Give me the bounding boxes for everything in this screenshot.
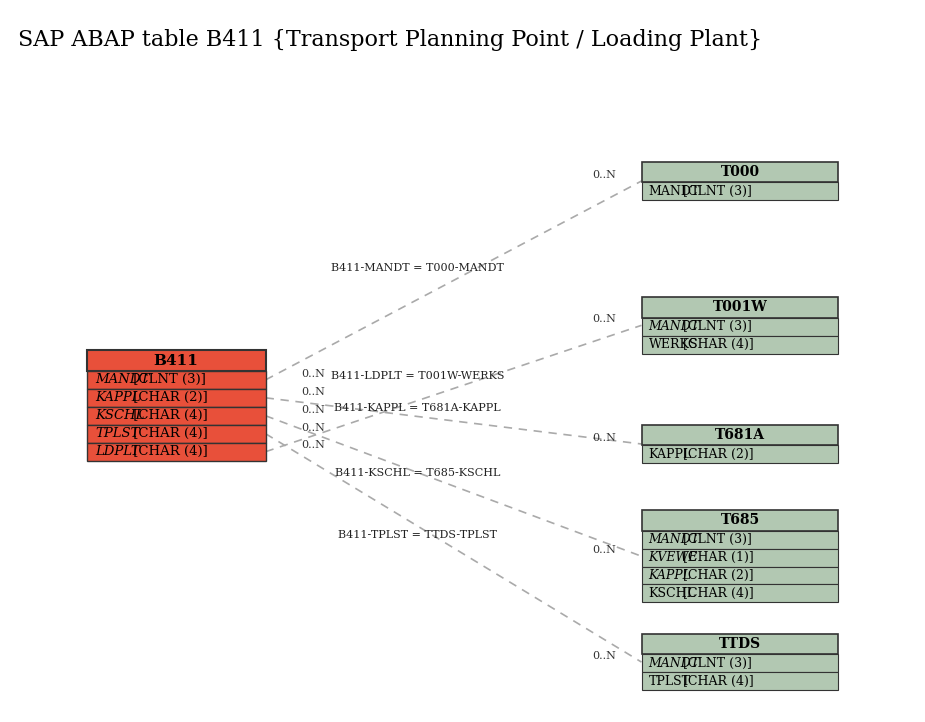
Text: KVEWE: KVEWE	[648, 551, 698, 564]
Text: 0..N: 0..N	[592, 170, 616, 180]
FancyBboxPatch shape	[87, 350, 265, 371]
Text: LDPLT: LDPLT	[95, 445, 141, 458]
FancyBboxPatch shape	[642, 336, 838, 354]
FancyBboxPatch shape	[87, 425, 265, 443]
FancyBboxPatch shape	[87, 406, 265, 425]
Text: 0..N: 0..N	[302, 369, 326, 378]
Text: [CLNT (3)]: [CLNT (3)]	[679, 533, 751, 546]
Text: TTDS: TTDS	[719, 637, 761, 651]
Text: 0..N: 0..N	[302, 386, 326, 396]
Text: [CHAR (4)]: [CHAR (4)]	[129, 409, 207, 422]
FancyBboxPatch shape	[642, 549, 838, 567]
Text: B411-TPLST = TTDS-TPLST: B411-TPLST = TTDS-TPLST	[339, 530, 498, 540]
Text: KSCHL: KSCHL	[648, 587, 696, 600]
Text: MANDT: MANDT	[648, 533, 700, 546]
FancyBboxPatch shape	[642, 318, 838, 336]
Text: [CLNT (3)]: [CLNT (3)]	[679, 185, 751, 198]
FancyBboxPatch shape	[642, 672, 838, 690]
Text: [CHAR (2)]: [CHAR (2)]	[679, 448, 753, 461]
Text: T681A: T681A	[715, 428, 765, 442]
Text: [CHAR (4)]: [CHAR (4)]	[129, 445, 207, 458]
Text: [CLNT (3)]: [CLNT (3)]	[129, 373, 205, 386]
Text: MANDT: MANDT	[95, 373, 150, 386]
Text: [CHAR (2)]: [CHAR (2)]	[679, 569, 753, 582]
Text: MANDT: MANDT	[648, 320, 700, 333]
Text: MANDT: MANDT	[648, 185, 700, 198]
Text: 0..N: 0..N	[302, 440, 326, 451]
Text: [CHAR (2)]: [CHAR (2)]	[129, 391, 207, 404]
Text: KAPPL: KAPPL	[648, 569, 692, 582]
FancyBboxPatch shape	[642, 585, 838, 602]
FancyBboxPatch shape	[87, 443, 265, 461]
Text: [CHAR (4)]: [CHAR (4)]	[679, 587, 753, 600]
Text: KSCHL: KSCHL	[95, 409, 145, 422]
Text: TPLST: TPLST	[648, 675, 691, 688]
FancyBboxPatch shape	[642, 567, 838, 585]
FancyBboxPatch shape	[642, 634, 838, 654]
Text: TPLST: TPLST	[95, 427, 140, 440]
Text: T000: T000	[721, 165, 759, 179]
Text: 0..N: 0..N	[302, 404, 326, 414]
Text: T685: T685	[721, 513, 759, 527]
FancyBboxPatch shape	[642, 425, 838, 445]
Text: B411-KSCHL = T685-KSCHL: B411-KSCHL = T685-KSCHL	[335, 469, 500, 479]
Text: B411: B411	[154, 354, 199, 367]
Text: 0..N: 0..N	[592, 651, 616, 661]
Text: B411-KAPPL = T681A-KAPPL: B411-KAPPL = T681A-KAPPL	[335, 404, 501, 413]
Text: [CHAR (4)]: [CHAR (4)]	[129, 427, 207, 440]
Text: B411-LDPLT = T001W-WERKS: B411-LDPLT = T001W-WERKS	[331, 371, 504, 381]
FancyBboxPatch shape	[642, 162, 838, 182]
Text: T001W: T001W	[712, 300, 768, 314]
FancyBboxPatch shape	[87, 371, 265, 389]
FancyBboxPatch shape	[642, 182, 838, 200]
Text: [CHAR (4)]: [CHAR (4)]	[679, 338, 753, 351]
Text: 0..N: 0..N	[302, 422, 326, 432]
FancyBboxPatch shape	[642, 531, 838, 549]
Text: 0..N: 0..N	[592, 432, 616, 443]
FancyBboxPatch shape	[642, 654, 838, 672]
Text: 0..N: 0..N	[592, 314, 616, 324]
Text: [CLNT (3)]: [CLNT (3)]	[679, 657, 751, 670]
Text: KAPPL: KAPPL	[648, 448, 692, 461]
FancyBboxPatch shape	[87, 389, 265, 406]
Text: [CHAR (1)]: [CHAR (1)]	[679, 551, 753, 564]
Text: [CHAR (4)]: [CHAR (4)]	[679, 675, 753, 688]
Text: B411-MANDT = T000-MANDT: B411-MANDT = T000-MANDT	[331, 263, 504, 273]
FancyBboxPatch shape	[642, 510, 838, 531]
FancyBboxPatch shape	[642, 445, 838, 464]
Text: 0..N: 0..N	[592, 545, 616, 555]
Text: KAPPL: KAPPL	[95, 391, 141, 404]
Text: MANDT: MANDT	[648, 657, 700, 670]
Text: [CLNT (3)]: [CLNT (3)]	[679, 320, 751, 333]
Text: WERKS: WERKS	[648, 338, 698, 351]
Text: SAP ABAP table B411 {Transport Planning Point / Loading Plant}: SAP ABAP table B411 {Transport Planning …	[18, 29, 762, 51]
FancyBboxPatch shape	[642, 297, 838, 318]
